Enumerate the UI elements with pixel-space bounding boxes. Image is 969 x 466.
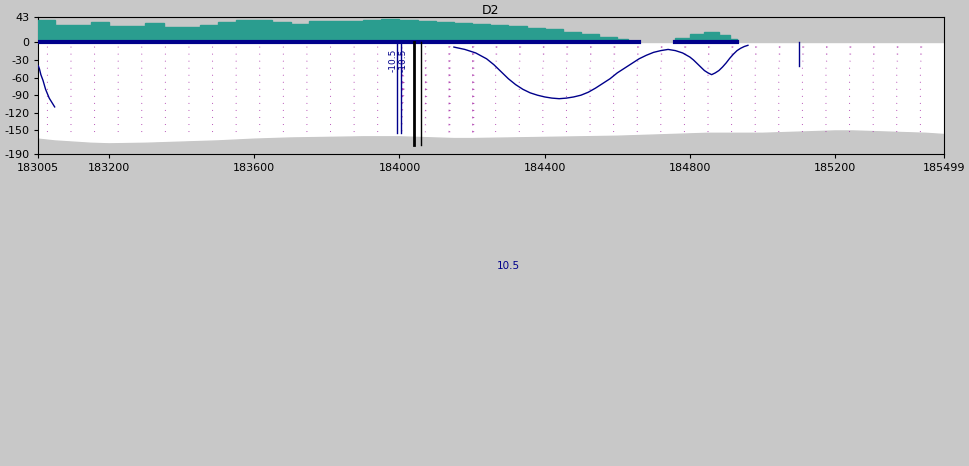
Polygon shape bbox=[39, 131, 944, 154]
Polygon shape bbox=[675, 32, 737, 42]
Text: -10.5: -10.5 bbox=[398, 48, 408, 72]
Polygon shape bbox=[39, 19, 639, 42]
Text: 10.5: 10.5 bbox=[497, 261, 520, 271]
Title: D2: D2 bbox=[483, 4, 500, 17]
Text: -10.5: -10.5 bbox=[389, 48, 397, 72]
